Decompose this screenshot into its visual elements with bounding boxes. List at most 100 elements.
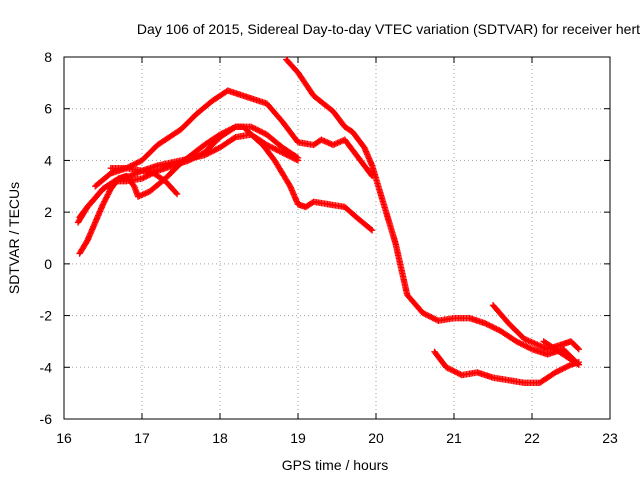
data-point [276, 148, 283, 155]
data-point [575, 345, 582, 353]
data-point [564, 362, 572, 370]
data-series-arc-8 [489, 302, 582, 353]
data-point [445, 365, 453, 372]
data-point [419, 309, 426, 317]
data-point [141, 173, 149, 181]
data-point [527, 345, 534, 352]
data-point [250, 125, 258, 132]
data-layer [74, 56, 582, 386]
data-point [100, 199, 107, 207]
data-point [552, 369, 559, 376]
data-point [448, 366, 456, 374]
data-point [195, 152, 202, 159]
data-point [256, 127, 263, 135]
data-point [514, 338, 522, 346]
data-point [486, 322, 493, 329]
data-point [252, 125, 259, 133]
data-point [421, 310, 428, 317]
y-tick-label: -6 [40, 411, 53, 427]
data-series-arc-6 [283, 56, 582, 368]
x-tick-label: 20 [368, 430, 384, 446]
data-point [209, 147, 217, 155]
data-point [562, 364, 569, 371]
data-point [430, 315, 438, 322]
data-point [293, 153, 300, 161]
y-tick-label: 0 [44, 256, 52, 272]
data-point [266, 143, 273, 150]
data-point [367, 226, 375, 233]
data-point [524, 343, 531, 351]
data-point [267, 143, 275, 151]
data-point [212, 146, 219, 153]
data-point [103, 194, 110, 201]
data-point [484, 321, 492, 328]
data-point [99, 201, 107, 208]
data-point [101, 196, 109, 204]
data-point [255, 127, 262, 134]
data-point [447, 366, 454, 373]
data-point [423, 311, 431, 319]
x-tick-label: 16 [56, 430, 72, 446]
data-point [259, 129, 266, 136]
data-point [489, 323, 496, 331]
data-point [198, 150, 205, 158]
tick-layer: 16 17 18 19 20 21 22 23 -6 -4 -2 0 2 4 6 8 [40, 49, 618, 446]
data-point [140, 174, 147, 182]
data-point [106, 188, 113, 195]
data-point [574, 360, 581, 368]
data-point [257, 128, 265, 135]
data-series-arc-3 [76, 123, 302, 221]
x-tick-label: 22 [524, 430, 540, 446]
data-point [452, 369, 460, 376]
data-point [134, 159, 141, 166]
data-point [101, 198, 108, 205]
x-tick-label: 23 [602, 430, 618, 446]
data-point [557, 366, 565, 373]
data-point [172, 189, 180, 197]
y-tick-label: 6 [44, 101, 52, 117]
data-point [188, 155, 195, 163]
data-point [425, 312, 432, 320]
data-point [556, 367, 563, 374]
data-point [231, 124, 238, 131]
data-point [208, 148, 215, 155]
data-series-arc-5 [107, 164, 181, 198]
data-point [483, 320, 490, 328]
data-point [196, 151, 204, 158]
data-point [249, 124, 256, 131]
data-point [523, 343, 530, 350]
data-point [454, 369, 461, 377]
data-point [444, 364, 451, 372]
data-point [553, 368, 561, 375]
data-point [518, 341, 526, 348]
data-point [432, 316, 439, 323]
data-point [253, 126, 261, 133]
data-point [516, 339, 523, 347]
data-point [451, 368, 458, 375]
data-point [185, 157, 192, 164]
data-point [173, 190, 181, 198]
data-point [191, 154, 198, 161]
plot-frame [63, 56, 611, 420]
data-point [102, 195, 110, 202]
data-point [455, 370, 463, 377]
grid-layer [64, 57, 610, 419]
data-point [429, 314, 436, 322]
y-tick-label: 4 [44, 152, 52, 168]
data-point [513, 338, 520, 345]
data-point [443, 364, 450, 371]
data-series-arc-4 [92, 87, 376, 190]
data-point [133, 160, 140, 167]
data-point [104, 192, 111, 200]
data-point [422, 311, 429, 318]
data-point [138, 175, 146, 182]
data-point [104, 191, 112, 198]
data-point [450, 367, 457, 375]
data-point [269, 144, 276, 151]
data-point [130, 161, 137, 168]
data-point [555, 367, 562, 375]
data-point [194, 152, 201, 160]
data-point [277, 148, 285, 156]
data-point [494, 326, 502, 333]
